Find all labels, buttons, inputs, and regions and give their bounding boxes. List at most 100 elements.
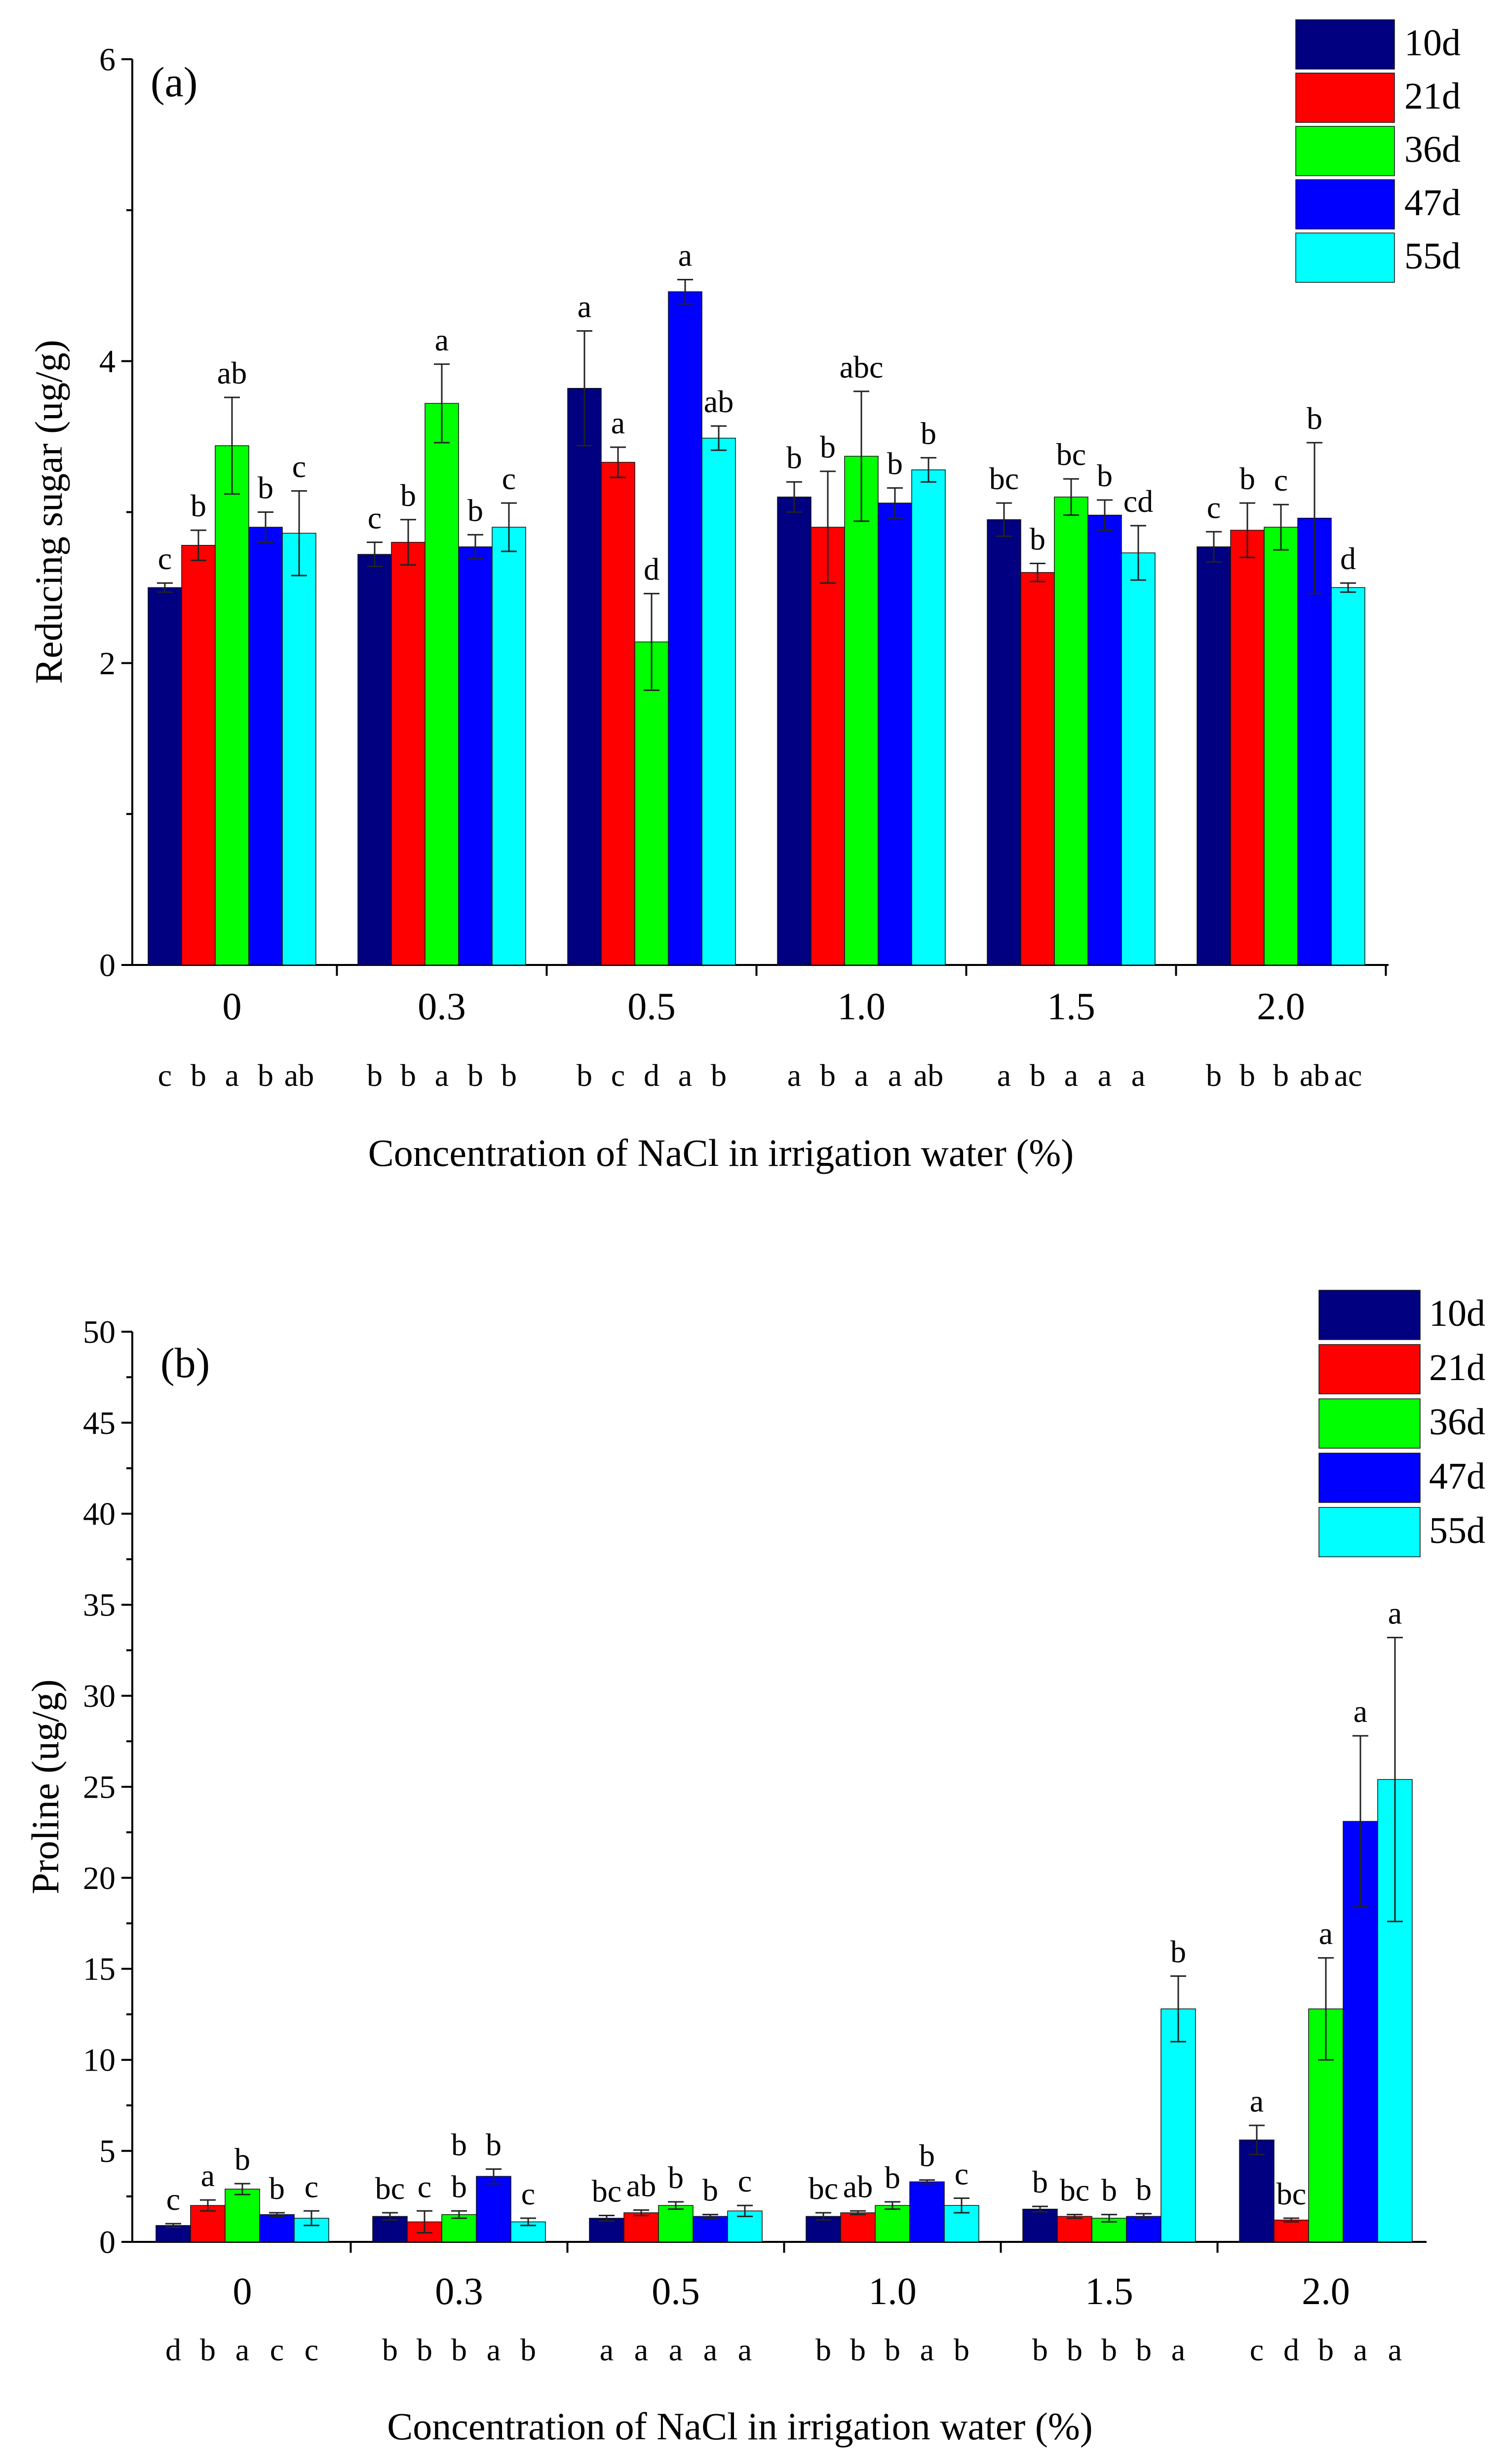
significance-letter: c <box>1207 490 1221 525</box>
bar-36d-0.5 <box>658 2205 694 2242</box>
bar-47d-1.0 <box>878 502 912 965</box>
significance-letter: bc <box>592 2174 621 2209</box>
x-category-label: 2.0 <box>1257 985 1305 1028</box>
bottom-significance-letter: a <box>1131 1058 1145 1093</box>
bottom-significance-letter: d <box>1283 2332 1299 2367</box>
y-tick-label: 25 <box>83 1769 116 1805</box>
bottom-significance-letter: a <box>920 2332 934 2367</box>
bar-47d-0.3 <box>458 546 493 965</box>
legend-label: 47d <box>1404 182 1461 224</box>
y-tick-label: 50 <box>83 1314 116 1350</box>
bar-36d-1.0 <box>875 2205 910 2242</box>
significance-letter: b <box>1032 2164 1048 2199</box>
bar-36d-0.5 <box>634 641 669 965</box>
bar-36d-0 <box>215 445 249 965</box>
legend-swatch <box>1295 179 1395 230</box>
y-tick-label: 2 <box>99 646 116 682</box>
bottom-significance-letter: a <box>435 1058 449 1093</box>
bottom-significance-letter: d <box>644 1058 659 1093</box>
legend-swatch <box>1318 1290 1421 1340</box>
bar-21d-0.3 <box>391 541 425 965</box>
bottom-significance-letter: b <box>815 2332 831 2367</box>
legend-swatch <box>1295 232 1395 283</box>
significance-letter: c <box>368 500 382 536</box>
bar-10d-0 <box>155 2225 191 2242</box>
bottom-significance-letter: a <box>1171 2332 1185 2367</box>
bar-36d-2.0 <box>1264 527 1298 965</box>
bar-47d-0.3 <box>476 2176 511 2242</box>
legend-label: 21d <box>1429 1347 1485 1388</box>
y-tick-label: 40 <box>83 1496 116 1532</box>
panel-label: (a) <box>151 58 197 106</box>
significance-letter: c <box>292 449 306 484</box>
bottom-significance-letter: b <box>1206 1058 1222 1093</box>
bar-55d-1.0 <box>911 469 946 965</box>
bar-21d-2.0 <box>1230 530 1265 965</box>
significance-letter: d <box>1340 541 1356 576</box>
significance-letter: c <box>502 461 516 496</box>
legend-label: 10d <box>1429 1293 1485 1334</box>
bottom-significance-letter: b <box>954 2332 969 2367</box>
significance-letter: bc <box>989 461 1019 496</box>
significance-letter: c <box>738 2163 752 2198</box>
bottom-significance-letter: d <box>165 2332 181 2367</box>
legend-label: 55d <box>1429 1510 1485 1551</box>
significance-letter: b <box>1307 401 1322 436</box>
bottom-significance-letter: b <box>367 1058 383 1093</box>
bottom-significance-letter: a <box>888 1058 902 1093</box>
bar-47d-0.5 <box>693 2216 728 2242</box>
bar-55d-1.5 <box>1121 552 1156 965</box>
x-category-label: 1.0 <box>837 985 886 1028</box>
bottom-significance-letter: c <box>270 2332 284 2367</box>
y-tick-label: 0 <box>99 2224 116 2260</box>
bottom-significance-letter: b <box>191 1058 206 1093</box>
bar-10d-1.5 <box>1022 2208 1058 2242</box>
legend-swatch <box>1295 19 1395 70</box>
significance-letter: c <box>305 2169 318 2204</box>
bottom-significance-letter: ac <box>1334 1058 1362 1093</box>
bottom-significance-letter: ab <box>284 1058 314 1093</box>
bottom-significance-letter: a <box>1098 1058 1112 1093</box>
significance-letter: b <box>191 488 206 523</box>
bar-10d-0.5 <box>589 2218 624 2242</box>
significance-letter: b <box>1170 1934 1186 1969</box>
significance-letter: a <box>1353 1694 1367 1729</box>
bar-10d-2.0 <box>1197 546 1231 965</box>
bottom-significance-letter: a <box>225 1058 239 1093</box>
bar-47d-0 <box>248 527 283 965</box>
x-category-label: 1.5 <box>1047 985 1095 1028</box>
x-axis-title: Concentration of NaCl in irrigation wate… <box>368 1131 1074 1174</box>
legend-swatch <box>1318 1507 1421 1557</box>
y-tick-label: 4 <box>99 344 116 380</box>
significance-letter: b <box>400 478 416 513</box>
significance-letter: d <box>644 552 659 587</box>
significance-letter: b <box>668 2160 684 2195</box>
significance-letter: b <box>921 416 936 451</box>
significance-letter: c <box>418 2169 431 2204</box>
bar-36d-1.5 <box>1054 497 1088 965</box>
bar-47d-0 <box>259 2214 295 2242</box>
significance-letter: b <box>451 2169 467 2204</box>
x-category-label: 0.5 <box>627 985 676 1028</box>
significance-letter: a <box>678 238 692 273</box>
bar-36d-0 <box>225 2189 260 2242</box>
bar-36d-1.0 <box>844 456 879 965</box>
bar-21d-0.5 <box>601 462 635 965</box>
legend-swatch <box>1295 73 1395 123</box>
bottom-significance-letter: a <box>787 1058 801 1093</box>
bar-47d-1.5 <box>1087 514 1122 965</box>
bar-47d-1.0 <box>909 2181 945 2242</box>
bottom-significance-letter: b <box>1318 2332 1334 2367</box>
bottom-significance-letter: b <box>1030 1058 1045 1093</box>
significance-letter: c <box>521 2176 535 2211</box>
bottom-significance-letter: b <box>1273 1058 1289 1093</box>
bar-21d-0.5 <box>623 2212 659 2242</box>
significance-letter: b <box>1239 461 1255 496</box>
bottom-significance-letter: b <box>400 1058 416 1093</box>
significance-letter: c <box>158 541 172 576</box>
bar-10d-0.3 <box>357 554 392 965</box>
legend-swatch <box>1318 1398 1421 1449</box>
bottom-significance-letter: b <box>520 2332 536 2367</box>
significance-letter: b <box>1097 458 1113 493</box>
significance-letter: b <box>467 493 483 528</box>
